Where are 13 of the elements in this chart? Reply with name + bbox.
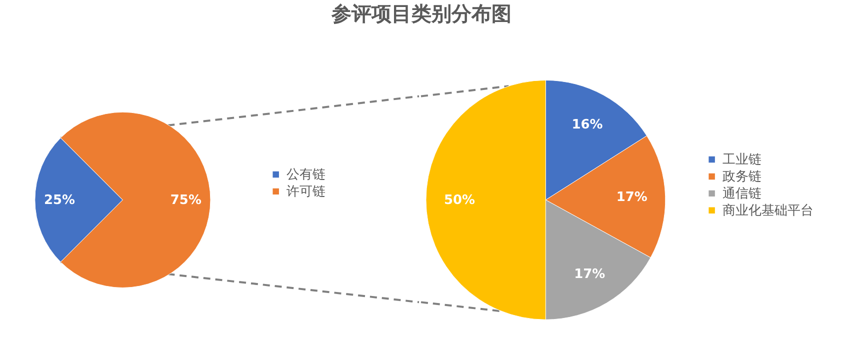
data-label: 16%	[572, 117, 603, 132]
data-label: 50%	[444, 192, 476, 208]
data-label: 75%	[170, 192, 202, 208]
legend-label: 商业化基础平台	[722, 203, 814, 218]
legend-label: 工业链	[722, 152, 762, 168]
legend-label: 公有链	[286, 167, 326, 182]
text: 参评项目类别分布图	[330, 1, 512, 26]
legend-label: 政务链	[722, 169, 762, 184]
data-label: 25%	[44, 192, 76, 208]
legend-label: 通信链	[722, 186, 762, 202]
data-label: 17%	[574, 267, 606, 282]
data-label: 17%	[616, 190, 648, 206]
legend-label: 许可链	[286, 184, 326, 200]
